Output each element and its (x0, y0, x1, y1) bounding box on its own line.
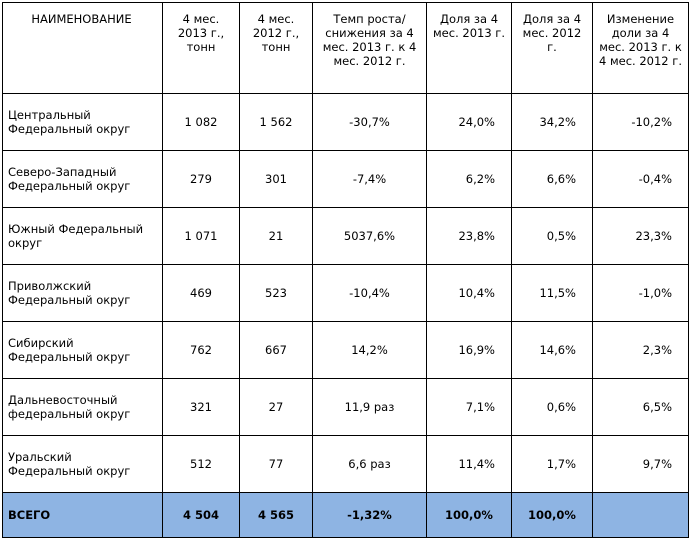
share-2012: 14,6% (511, 321, 593, 379)
share-2012: 1,7% (511, 435, 593, 493)
tons-2013: 1 082 (162, 93, 240, 151)
total-row: ВСЕГО 4 504 4 565 -1,32% 100,0% 100,0% (2, 492, 689, 538)
share-2013: 7,1% (426, 378, 512, 436)
tons-2013: 762 (162, 321, 240, 379)
header-share-2013: Доля за 4 мес. 2013 г. (426, 2, 512, 94)
table-row: Уральский Федеральный округ 512 77 6,6 р… (2, 435, 689, 493)
share-2013: 11,4% (426, 435, 512, 493)
share-2013: 16,9% (426, 321, 512, 379)
tons-2012: 1 562 (239, 93, 313, 151)
tons-2012: 27 (239, 378, 313, 436)
table-row: Сибирский Федеральный округ 762 667 14,2… (2, 321, 689, 379)
share-2013: 10,4% (426, 264, 512, 322)
total-share-2012: 100,0% (511, 492, 593, 538)
header-growth-rate: Темп роста/ снижения за 4 мес. 2013 г. к… (312, 2, 427, 94)
region-name: Центральный Федеральный округ (2, 93, 163, 151)
share-change: 23,3% (592, 207, 689, 265)
tons-2012: 667 (239, 321, 313, 379)
growth-rate: 11,9 раз (312, 378, 427, 436)
growth-rate: -30,7% (312, 93, 427, 151)
tons-2013: 512 (162, 435, 240, 493)
share-change: 6,5% (592, 378, 689, 436)
region-name: Северо-Западный Федеральный округ (2, 150, 163, 208)
header-share-change: Изменение доли за 4 мес. 2013 г. к 4 мес… (592, 2, 689, 94)
tons-2012: 301 (239, 150, 313, 208)
total-share-2013: 100,0% (426, 492, 512, 538)
table-row: Северо-Западный Федеральный округ 279 30… (2, 150, 689, 208)
total-tons-2013: 4 504 (162, 492, 240, 538)
growth-rate: -10,4% (312, 264, 427, 322)
share-2012: 6,6% (511, 150, 593, 208)
region-name: Дальневосточный федеральный округ (2, 378, 163, 436)
growth-rate: -7,4% (312, 150, 427, 208)
tons-2012: 523 (239, 264, 313, 322)
table-row: Центральный Федеральный округ 1 082 1 56… (2, 93, 689, 151)
tons-2012: 21 (239, 207, 313, 265)
total-label: ВСЕГО (2, 492, 163, 538)
table-row: Южный Федеральный округ 1 071 21 5037,6%… (2, 207, 689, 265)
share-change: 2,3% (592, 321, 689, 379)
growth-rate: 5037,6% (312, 207, 427, 265)
share-change: -10,2% (592, 93, 689, 151)
share-change: -0,4% (592, 150, 689, 208)
tons-2013: 321 (162, 378, 240, 436)
tons-2013: 469 (162, 264, 240, 322)
share-2012: 34,2% (511, 93, 593, 151)
header-2013-tons: 4 мес. 2013 г., тонн (162, 2, 240, 94)
share-change: 9,7% (592, 435, 689, 493)
growth-rate: 14,2% (312, 321, 427, 379)
table-row: Приволжский Федеральный округ 469 523 -1… (2, 264, 689, 322)
total-share-change (592, 492, 689, 538)
total-tons-2012: 4 565 (239, 492, 313, 538)
header-row: НАИМЕНОВАНИЕ 4 мес. 2013 г., тонн 4 мес.… (2, 2, 689, 94)
share-2013: 6,2% (426, 150, 512, 208)
tons-2012: 77 (239, 435, 313, 493)
region-name: Южный Федеральный округ (2, 207, 163, 265)
share-2012: 11,5% (511, 264, 593, 322)
share-change: -1,0% (592, 264, 689, 322)
tons-2013: 279 (162, 150, 240, 208)
share-2013: 23,8% (426, 207, 512, 265)
region-name: Сибирский Федеральный округ (2, 321, 163, 379)
share-2013: 24,0% (426, 93, 512, 151)
region-name: Приволжский Федеральный округ (2, 264, 163, 322)
growth-rate: 6,6 раз (312, 435, 427, 493)
share-2012: 0,6% (511, 378, 593, 436)
region-name: Уральский Федеральный округ (2, 435, 163, 493)
tons-2013: 1 071 (162, 207, 240, 265)
header-name: НАИМЕНОВАНИЕ (2, 2, 163, 94)
share-2012: 0,5% (511, 207, 593, 265)
total-growth-rate: -1,32% (312, 492, 427, 538)
table-row: Дальневосточный федеральный округ 321 27… (2, 378, 689, 436)
header-share-2012: Доля за 4 мес. 2012 г. (511, 2, 593, 94)
header-2012-tons: 4 мес. 2012 г., тонн (239, 2, 313, 94)
